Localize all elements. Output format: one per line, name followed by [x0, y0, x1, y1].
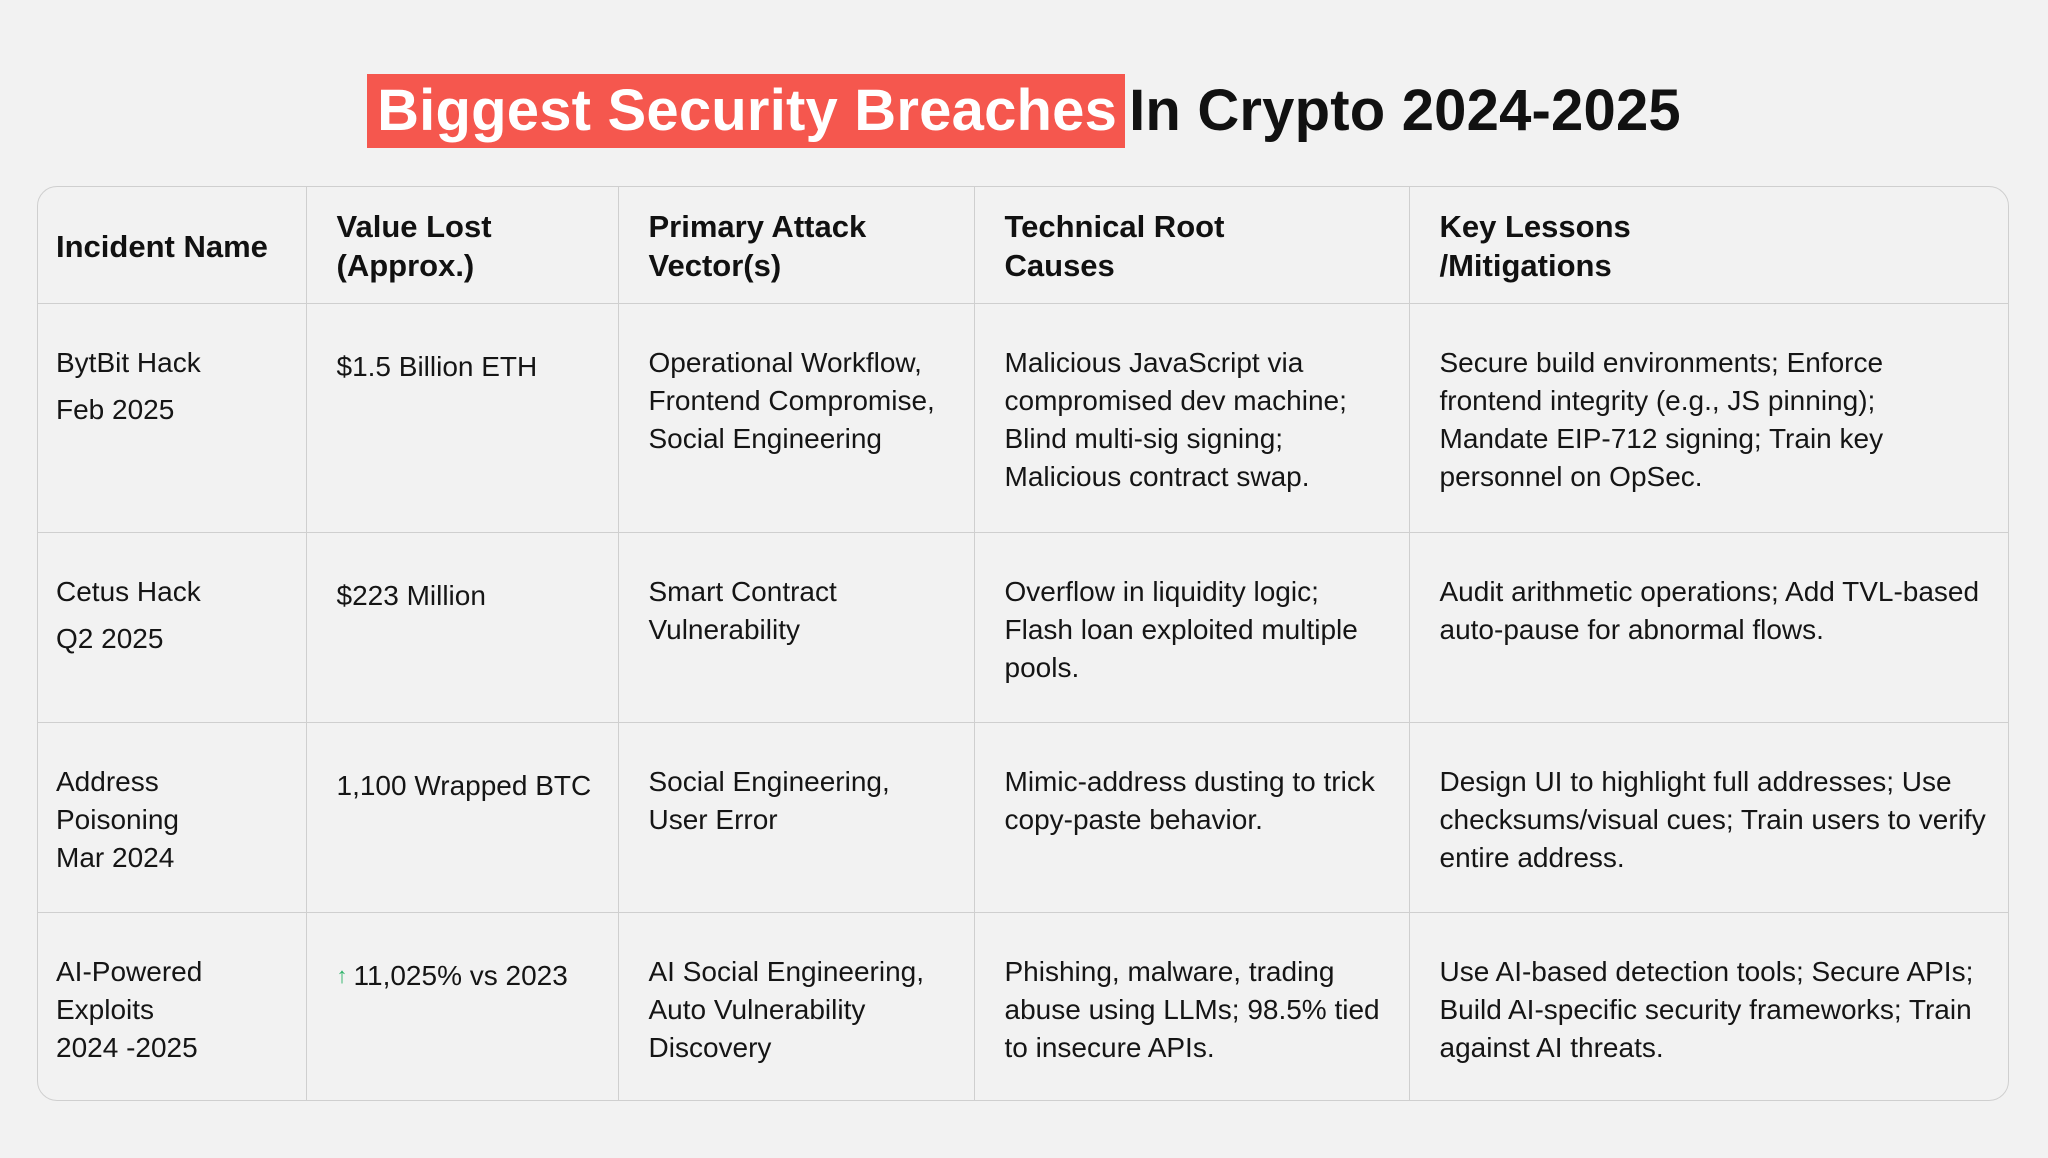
value-lost-cell: $1.5 Billion ETH — [306, 303, 619, 533]
value-lost-text: 11,025% vs 2023 — [353, 959, 568, 991]
table-header-row: Incident Name Value Lost (Approx.) Primar… — [38, 187, 2008, 304]
table-row: AI-Powered Exploits 2024 -2025 ↑ 11,025% vs… — [38, 912, 2008, 1100]
value-lost-cell: $223 Million — [306, 532, 619, 723]
header-incident-name: Incident Name — [38, 187, 307, 304]
root-causes-cell: Mimic-address dusting to trick copy-past… — [974, 722, 1410, 913]
header-attack-vector: Primary Attack Vector(s) — [618, 187, 975, 304]
lessons-cell: Use AI-based detection tools; Secure API… — [1439, 955, 1974, 1063]
root-causes-cell: Overflow in liquidity logic; Flash loan … — [974, 532, 1410, 723]
incident-cell: Cetus Hack Q2 2025 — [38, 532, 307, 723]
table-row: BytBit Hack Feb 2025 $1.5 Billion ETH Ope… — [38, 303, 2008, 533]
incident-cell: Address Poisoning Mar 2024 — [38, 722, 307, 913]
attack-vector-cell: Social Engineering, User Error — [618, 722, 975, 913]
incident-cell: AI-Powered Exploits 2024 -2025 — [38, 912, 307, 1100]
lessons-cell: Design UI to highlight full addresses; U… — [1409, 722, 2008, 913]
lessons-cell: Audit arithmetic operations; Add TVL-bas… — [1409, 532, 2008, 723]
attack-vector-cell: Smart Contract Vulnerability — [618, 532, 975, 723]
title-highlight: Biggest Security Breaches — [367, 74, 1126, 148]
table-row: Address Poisoning Mar 2024 1,100 Wrapped B… — [38, 722, 2008, 913]
header-value-lost: Value Lost (Approx.) — [306, 187, 619, 304]
value-lost-cell: 1,100 Wrapped BTC — [306, 722, 619, 913]
header-lessons: Key Lessons/Mitigations — [1409, 187, 2008, 304]
page-title: Biggest Security Breaches In Crypto 2024-… — [0, 72, 2048, 150]
lessons-cell: Secure build environments; Enforce front… — [1409, 303, 2008, 533]
incident-cell: BytBit Hack Feb 2025 — [38, 303, 307, 533]
root-causes-cell: Malicious JavaScript via compromised dev… — [974, 303, 1410, 533]
attack-vector-cell: Operational Workflow, Frontend Compromis… — [618, 303, 975, 533]
arrow-up-icon: ↑ — [336, 962, 348, 988]
title-rest: In Crypto 2024-2025 — [1129, 78, 1681, 143]
attack-vector-cell: AI Social Engineering, Auto Vulnerabilit… — [618, 912, 975, 1100]
value-lost-cell: ↑ 11,025% vs 2023 — [306, 912, 619, 1100]
root-causes-cell: Phishing, malware, trading abuse using L… — [974, 912, 1410, 1100]
breaches-table: Incident Name Value Lost (Approx.) Primar… — [37, 186, 2009, 1101]
header-root-causes: Technical Root Causes — [974, 187, 1410, 304]
table-row: Cetus Hack Q2 2025 $223 Million Smart Con… — [38, 532, 2008, 723]
